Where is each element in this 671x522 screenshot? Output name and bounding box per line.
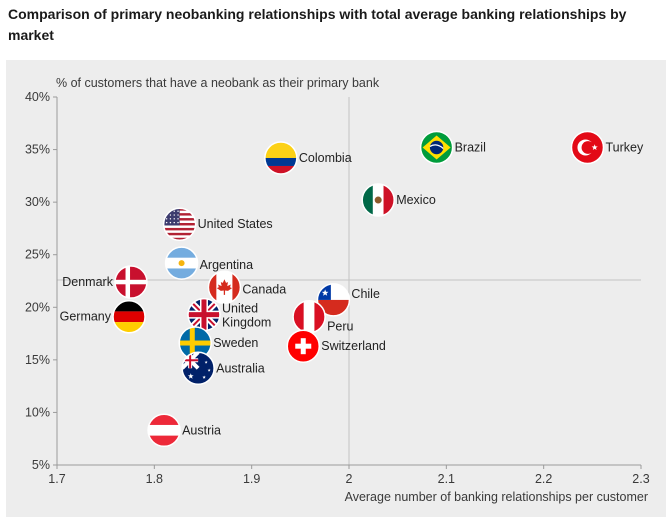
point-label: Denmark [62,275,113,289]
point-label: Australia [216,361,265,375]
data-point-denmark: Denmark [62,265,148,299]
y-tick-label: 25% [25,248,50,262]
x-tick-label: 2.3 [632,472,649,486]
flag-mexico [362,184,395,217]
point-label: Turkey [605,140,643,154]
y-tick-label: 30% [25,195,50,209]
data-point-australia: Australia [181,351,265,386]
x-axis-label: Average number of banking relationships … [345,490,648,504]
point-label: Chile [351,287,380,301]
data-point-austria: Austria [147,413,221,448]
scatter-chart: 5% 10% 15% 20% 25% 30% 35% 40% 1.7 1.8 1.9 2 2.1 2.2 2… [25,76,650,504]
point-label: Switzerland [321,339,386,353]
data-point-argentina: Argentina [164,246,254,280]
data-point-uk: United Kingdom [187,297,271,332]
flag-canada [208,271,241,304]
y-tick-label: 35% [25,143,50,157]
y-tick-label: 5% [32,458,50,472]
point-label: Colombia [299,151,352,165]
point-label: Canada [242,282,286,296]
x-tick-label: 2.1 [438,472,455,486]
point-label: Argentina [200,258,254,272]
point-label: Sweden [213,336,258,350]
chart-panel: 5% 10% 15% 20% 25% 30% 35% 40% 1.7 1.8 1.9 2 2.1 2.2 2… [6,60,666,517]
chart-title: Comparison of primary neobanking relatio… [8,6,627,43]
grid-layer [57,97,641,465]
points-layer: Turkey Brazil Colombia Mexico United States A… [60,130,644,448]
data-point-colombia: Colombia [264,141,352,175]
flag-peru [293,300,326,333]
data-point-mexico: Mexico [361,183,436,217]
y-tick-label: 10% [25,405,50,419]
flag-brazil [420,131,453,164]
data-point-chile: Chile [316,283,380,317]
x-tick-label: 1.9 [243,472,260,486]
flag-turkey [571,131,604,164]
data-point-switzerland: Switzerland [286,329,386,363]
point-label: Germany [60,310,112,324]
point-label: Brazil [455,140,486,154]
point-label: United States [198,217,273,231]
y-tick-label: 20% [25,300,50,314]
x-tick-label: 2 [346,472,353,486]
data-point-brazil: Brazil [419,130,486,165]
point-label: Austria [182,423,221,437]
data-point-canada: Canada [207,270,286,305]
y-tick-label: 15% [25,353,50,367]
data-point-germany: Germany [60,299,146,334]
flag-argentina [165,247,198,280]
data-point-peru: Peru [292,299,354,334]
x-tick-label: 1.7 [48,472,65,486]
data-point-turkey: Turkey [570,130,644,165]
flag-uk [187,298,220,331]
point-label: United Kingdom [222,302,271,330]
y-tick-label: 40% [25,90,50,104]
flag-austria [148,414,181,447]
x-tick-label: 2.2 [535,472,552,486]
point-label: Peru [327,320,353,334]
y-axis-label: % of customers that have a neobank as th… [56,76,380,90]
point-label: Mexico [396,193,436,207]
flag-colombia [264,141,297,174]
x-tick-label: 1.8 [146,472,163,486]
flag-denmark [114,266,147,299]
data-point-usa: United States [162,207,273,241]
flag-switzerland [287,330,320,363]
flag-germany [113,300,146,333]
axes-layer: 5% 10% 15% 20% 25% 30% 35% 40% 1.7 1.8 1.9 2 2.1 2.2 2… [25,90,650,486]
